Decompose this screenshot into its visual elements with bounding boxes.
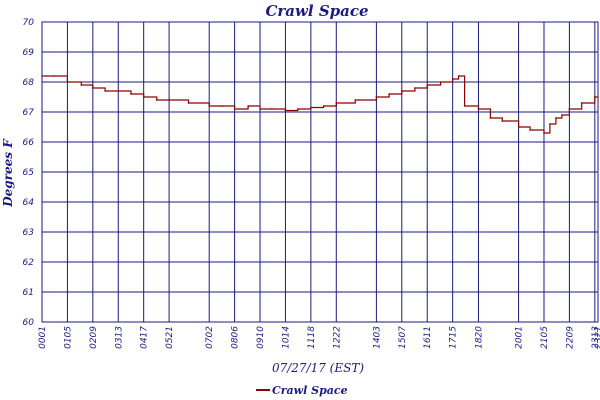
x-tick-label: 1014 [281, 326, 291, 349]
data-point [41, 75, 43, 77]
data-point [168, 99, 170, 101]
data-point [354, 99, 357, 101]
x-tick-label: 1222 [332, 326, 342, 349]
grid [41, 21, 599, 323]
x-tick-label: 2321 [594, 326, 600, 349]
x-tick-label: 2001 [515, 326, 525, 349]
data-point [561, 114, 563, 116]
x-tick-label: 0910 [256, 326, 266, 349]
y-tick-label: 62 [23, 258, 35, 268]
data-point [52, 75, 55, 77]
y-tick-label: 63 [23, 228, 35, 238]
y-axis-label: Degrees F [1, 138, 15, 208]
data-point [489, 117, 492, 119]
x-tick-label: 1118 [307, 326, 317, 349]
data-point [296, 108, 299, 110]
data-point [517, 126, 520, 128]
data-point [155, 99, 158, 101]
x-tick-label: 1820 [474, 326, 484, 349]
data-point [259, 108, 261, 110]
data-point [322, 105, 325, 107]
x-tick-label: 0806 [231, 326, 241, 349]
data-point [130, 93, 132, 95]
data-point [439, 81, 442, 83]
data-point [401, 90, 403, 92]
x-tick-label: 2313 [591, 326, 600, 349]
legend-label: Crawl Space [272, 384, 348, 397]
data-point [310, 106, 312, 109]
data-point [187, 102, 190, 104]
data-point [580, 102, 583, 104]
data-point [92, 87, 94, 89]
chart-title: Crawl Space [265, 2, 368, 20]
data-point [142, 96, 145, 98]
data-point [335, 102, 338, 104]
y-tick-label: 67 [23, 108, 35, 118]
data-point [426, 84, 429, 86]
y-tick-label: 66 [23, 138, 35, 148]
data-point [66, 81, 69, 83]
data-point [594, 96, 596, 98]
data-point [597, 96, 599, 98]
x-tick-label: 0313 [114, 326, 124, 349]
y-tick-label: 70 [23, 18, 35, 28]
data-point [568, 108, 571, 110]
x-tick-label: 0521 [165, 326, 175, 349]
data-point [208, 105, 210, 107]
series-line-crawl-space [42, 75, 598, 134]
data-point [375, 96, 378, 98]
data-point [501, 120, 504, 122]
data-point [247, 105, 249, 107]
data-point [477, 108, 480, 110]
x-tick-label: 2209 [565, 326, 575, 349]
data-point [80, 84, 83, 86]
y-tick-label: 68 [23, 78, 35, 88]
data-point [555, 117, 557, 119]
x-tick-label: 1507 [398, 326, 408, 349]
series-group [41, 75, 599, 134]
x-tick-label: 1611 [423, 326, 433, 349]
data-point [529, 129, 531, 131]
data-point [284, 109, 287, 112]
x-tick-label: 1715 [449, 326, 459, 349]
x-tick-label: 0702 [205, 326, 215, 349]
x-tick-label: 0105 [63, 326, 73, 349]
y-tick-label: 64 [23, 198, 35, 208]
data-point [271, 108, 273, 110]
y-ticks: 60 61 62 63 64 65 66 67 68 69 70 [23, 18, 35, 328]
x-tick-label: 1403 [372, 326, 382, 349]
data-point [463, 105, 466, 107]
data-point [233, 108, 236, 110]
data-point [457, 75, 460, 77]
x-axis-label: 07/27/17 (EST) [272, 361, 364, 375]
x-tick-label: 0209 [89, 326, 99, 349]
data-point [543, 132, 545, 134]
y-tick-label: 61 [23, 288, 34, 298]
data-point [104, 90, 106, 92]
data-point [221, 105, 224, 107]
data-point [451, 78, 454, 80]
x-ticks: 0001 0105 0209 0313 0417 0521 0702 0806 0910 1014… [38, 326, 600, 349]
data-point [388, 93, 390, 95]
x-tick-label: 0001 [38, 326, 48, 349]
legend: Crawl Space [256, 384, 348, 397]
data-point [549, 123, 551, 125]
y-tick-label: 60 [23, 318, 35, 328]
y-tick-label: 69 [23, 48, 35, 58]
data-point [414, 87, 416, 89]
x-tick-label: 0417 [140, 326, 150, 349]
data-point [117, 90, 120, 92]
y-tick-label: 65 [23, 168, 35, 178]
x-tick-label: 2105 [540, 326, 550, 349]
